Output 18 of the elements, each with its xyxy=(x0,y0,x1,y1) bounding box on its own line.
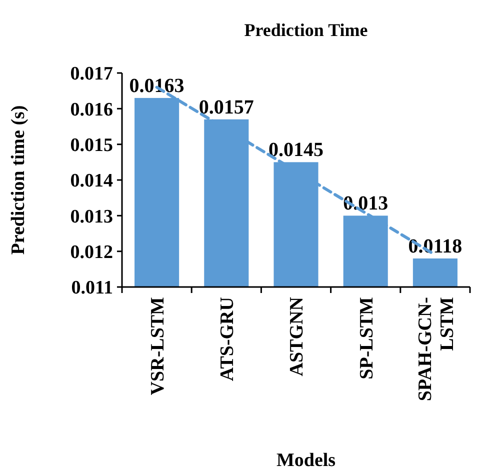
y-tick-label: 0.017 xyxy=(70,64,114,85)
x-tick-label: SPAH-GCN-LSTM xyxy=(414,296,458,402)
x-tick-label: ASTGNN xyxy=(286,296,308,376)
x-axis-title: Models xyxy=(276,450,336,471)
data-label: 0.0145 xyxy=(268,139,324,162)
y-tick-label: 0.015 xyxy=(70,134,113,156)
x-tick-label: ATS-GRU xyxy=(217,296,238,382)
y-axis-title: Prediction time (s) xyxy=(8,105,29,255)
y-tick-label: 0.012 xyxy=(70,242,113,263)
x-tick-label: VSR-LSTM xyxy=(147,296,168,396)
y-tick-label: 0.014 xyxy=(70,170,114,192)
chart-title: Prediction Time xyxy=(244,20,368,40)
y-tick-label: 0.011 xyxy=(71,278,113,299)
data-label: 0.0163 xyxy=(129,74,184,97)
x-tick-label: SP-LSTM xyxy=(356,296,378,380)
y-tick-label: 0.016 xyxy=(70,99,113,120)
data-label: 0.0157 xyxy=(198,96,254,118)
y-tick-label: 0.013 xyxy=(70,206,113,228)
